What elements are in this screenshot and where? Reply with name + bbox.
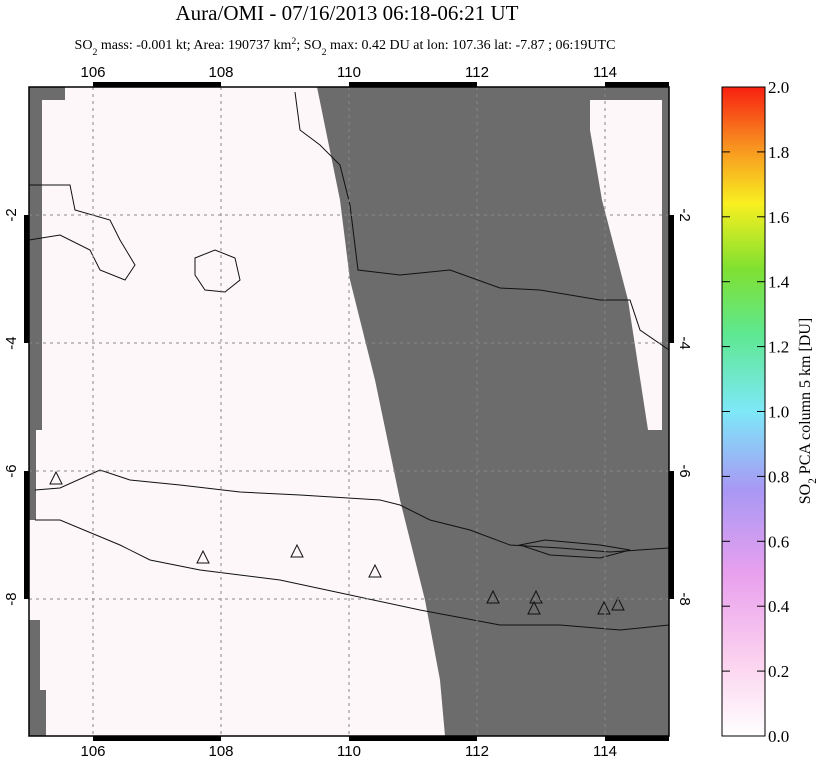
frame-bar — [24, 471, 29, 600]
frame-bar — [349, 736, 477, 741]
text-part: 2 — [807, 478, 819, 484]
frame-bar — [93, 736, 221, 741]
coastline — [518, 539, 631, 559]
y-tick-label: -6 — [3, 464, 20, 477]
y-tick-label: -6 — [676, 464, 693, 477]
frame-bar — [669, 471, 674, 600]
x-tick-label: 108 — [208, 743, 233, 759]
y-tick-label: -4 — [3, 336, 20, 349]
colorbar-tick-label: 1.0 — [768, 403, 789, 422]
text-part: 2 — [92, 47, 97, 58]
frame-bar — [349, 82, 477, 87]
colorbar-tick-label: 1.4 — [768, 273, 790, 292]
frame-bar — [605, 736, 669, 741]
data-strip — [590, 100, 662, 430]
colorbar-tick-label: 1.8 — [768, 143, 789, 162]
x-tick-label: 108 — [208, 64, 233, 81]
coastline — [294, 91, 669, 351]
coastline — [194, 249, 241, 293]
y-tick-label: -4 — [676, 336, 693, 349]
x-tick-label: 110 — [337, 64, 361, 81]
frame-bar — [93, 82, 221, 87]
x-tick-label: 106 — [80, 64, 105, 81]
no-data-region — [317, 87, 669, 736]
text-part: ; SO — [296, 38, 321, 53]
colorbar-tick-label: 0.4 — [768, 597, 790, 616]
subtitle: SO2 mass: -0.001 kt; Area: 190737 km2; S… — [75, 36, 616, 58]
no-data-left-bottom — [29, 620, 46, 736]
x-tick-label: 112 — [465, 743, 489, 759]
colorbar-tick-label: 0.8 — [768, 467, 789, 486]
colorbar-tick-label: 0.6 — [768, 532, 789, 551]
y-tick-label: -2 — [676, 208, 693, 221]
coastline — [34, 469, 669, 631]
frame-bar — [605, 82, 669, 87]
map — [29, 87, 669, 736]
x-tick-label: 114 — [593, 64, 617, 81]
x-tick-label: 106 — [80, 743, 105, 759]
y-tick-label: -8 — [3, 592, 20, 605]
x-tick-label: 112 — [465, 64, 489, 81]
coastline — [29, 184, 136, 281]
text-part: SO — [75, 38, 93, 53]
text-part: 2 — [291, 36, 296, 47]
title: Aura/OMI - 07/16/2013 06:18-06:21 UT — [176, 1, 519, 25]
text-part: 2 — [322, 47, 327, 58]
text-part: mass: -0.001 kt; Area: 190737 km — [97, 38, 291, 53]
y-tick-label: -8 — [676, 592, 693, 605]
frame-bar — [669, 215, 674, 344]
volcanoes — [49, 470, 625, 615]
x-tick-label: 114 — [593, 743, 617, 759]
colorbar-tick-label: 0.0 — [768, 727, 789, 746]
frame-bar — [24, 215, 29, 344]
colorbar-label: SO2 PCA column 5 km [DU] — [797, 318, 819, 505]
text-part: PCA column 5 km [DU] — [797, 318, 814, 478]
y-tick-label: -2 — [3, 208, 20, 221]
colorbar-tick-label: 2.0 — [768, 78, 789, 97]
colorbar-tick-label: 0.2 — [768, 662, 789, 681]
text-part: SO — [797, 484, 814, 504]
text-part: max: 0.42 DU at lon: 107.36 lat: -7.87 ;… — [327, 38, 616, 53]
x-tick-label: 110 — [337, 743, 361, 759]
colorbar-tick-label: 1.2 — [768, 338, 789, 357]
no-data-left — [29, 87, 65, 520]
colorbar-tick-label: 1.6 — [768, 208, 789, 227]
